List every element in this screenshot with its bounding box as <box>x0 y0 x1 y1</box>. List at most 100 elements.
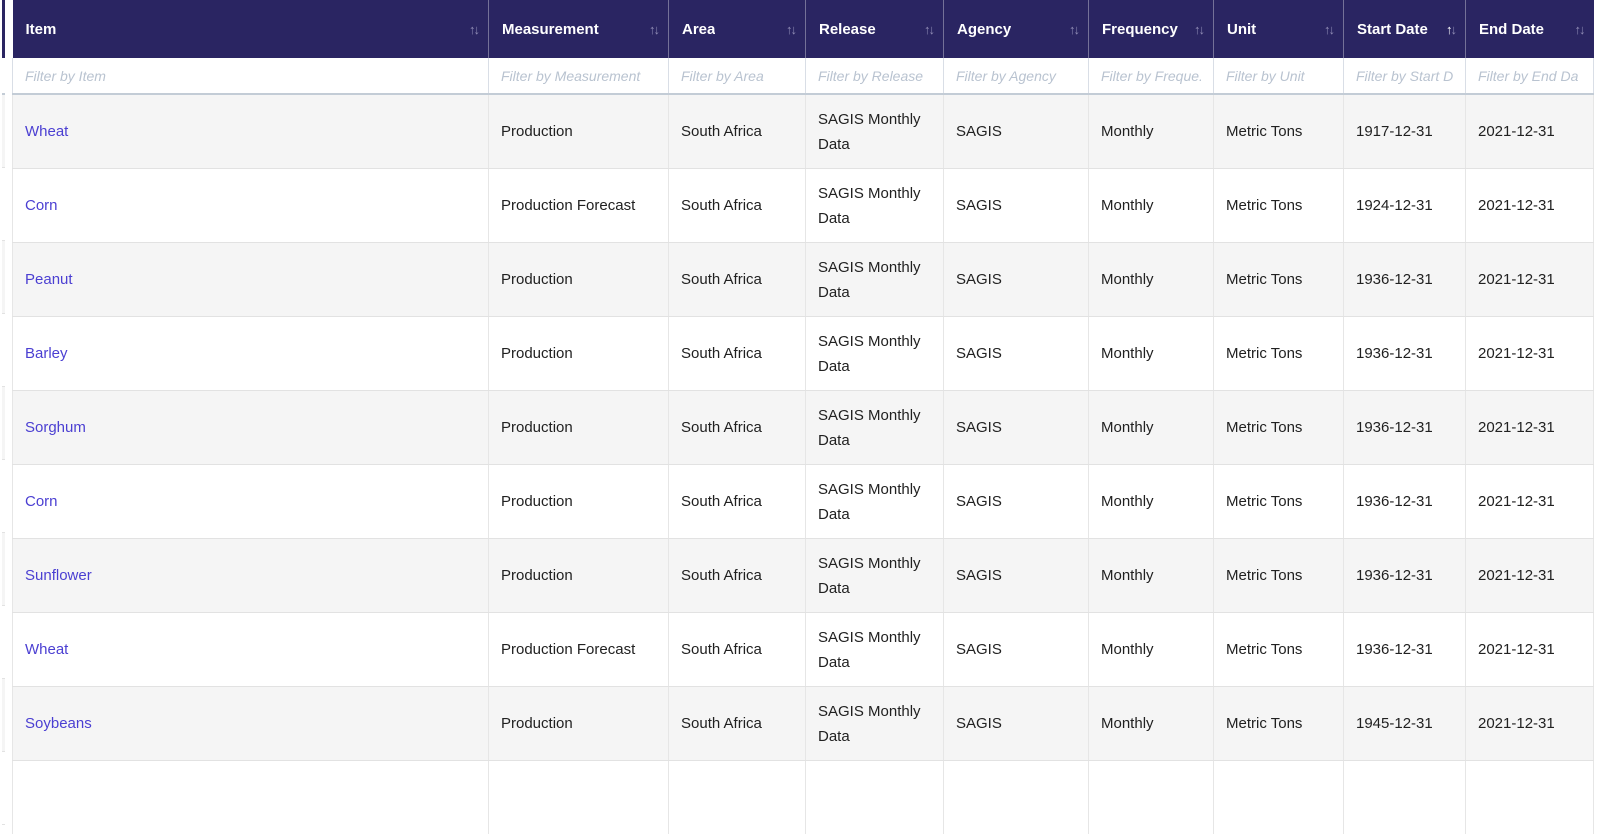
item-link[interactable]: Wheat <box>25 123 68 140</box>
cell-start_date: 1945-12-31 <box>1344 687 1466 761</box>
cell-unit: Metric Tons <box>1214 169 1344 243</box>
item-link[interactable]: Barley <box>25 345 68 362</box>
cell-frequency: Monthly <box>1089 465 1214 539</box>
cell-start_date: 1936-12-31 <box>1344 317 1466 391</box>
column-label-start_date: Start Date <box>1357 21 1428 38</box>
filter-input-agency[interactable] <box>944 58 1088 93</box>
cell-empty <box>669 761 806 834</box>
data-table: Item↑↓Measurement↑↓Area↑↓Release↑↓Agency… <box>12 0 1593 834</box>
cell-end_date: 2021-12-31 <box>1466 613 1594 687</box>
cropped-column-segment <box>2 606 5 678</box>
column-header-unit[interactable]: Unit↑↓ <box>1214 0 1344 58</box>
sort-arrows-icon: ↑↓ <box>649 22 658 37</box>
sort-arrows-icon: ↑↓ <box>1324 22 1333 37</box>
header-row: Item↑↓Measurement↑↓Area↑↓Release↑↓Agency… <box>13 0 1594 58</box>
cell-measurement: Production <box>489 687 669 761</box>
cell-release: SAGIS Monthly Data <box>806 465 944 539</box>
cell-empty <box>489 761 669 834</box>
filter-input-frequency[interactable] <box>1089 58 1213 93</box>
cell-measurement: Production <box>489 94 669 169</box>
cell-agency: SAGIS <box>944 687 1089 761</box>
sort-down-arrow-icon: ↓ <box>1451 22 1456 37</box>
sort-down-arrow-icon: ↓ <box>791 22 796 37</box>
filter-cell-agency <box>944 58 1089 94</box>
filter-input-start_date[interactable] <box>1344 58 1465 93</box>
cell-end_date: 2021-12-31 <box>1466 465 1594 539</box>
cell-measurement: Production <box>489 539 669 613</box>
column-header-agency[interactable]: Agency↑↓ <box>944 0 1089 58</box>
cell-agency: SAGIS <box>944 169 1089 243</box>
cell-item: Sunflower <box>13 539 489 613</box>
item-link[interactable]: Sunflower <box>25 567 92 584</box>
column-header-item[interactable]: Item↑↓ <box>13 0 489 58</box>
sort-arrows-icon: ↑↓ <box>1446 22 1455 37</box>
column-label-end_date: End Date <box>1479 21 1544 38</box>
item-link[interactable]: Soybeans <box>25 715 92 732</box>
item-link[interactable]: Corn <box>25 197 58 214</box>
cell-unit: Metric Tons <box>1214 243 1344 317</box>
cell-item: Peanut <box>13 243 489 317</box>
cell-release: SAGIS Monthly Data <box>806 169 944 243</box>
filter-input-measurement[interactable] <box>489 58 668 93</box>
filter-input-unit[interactable] <box>1214 58 1343 93</box>
cell-item: Wheat <box>13 613 489 687</box>
filter-input-end_date[interactable] <box>1466 58 1593 93</box>
column-header-content: Agency↑↓ <box>957 21 1078 38</box>
filter-cell-start_date <box>1344 58 1466 94</box>
cell-area: South Africa <box>669 613 806 687</box>
cell-start_date: 1936-12-31 <box>1344 613 1466 687</box>
column-header-start_date[interactable]: Start Date ↑↓ <box>1344 0 1466 58</box>
filter-input-release[interactable] <box>806 58 943 93</box>
item-link[interactable]: Wheat <box>25 641 68 658</box>
column-header-content: End Date ↑↓ <box>1479 21 1584 38</box>
filter-input-item[interactable] <box>13 58 488 93</box>
filter-cell-end_date <box>1466 58 1594 94</box>
table-row-partial <box>13 761 1594 834</box>
cell-area: South Africa <box>669 243 806 317</box>
cell-empty <box>1089 761 1214 834</box>
cell-release: SAGIS Monthly Data <box>806 687 944 761</box>
cell-measurement: Production Forecast <box>489 169 669 243</box>
cell-start_date: 1924-12-31 <box>1344 169 1466 243</box>
filter-input-area[interactable] <box>669 58 805 93</box>
cell-end_date: 2021-12-31 <box>1466 317 1594 391</box>
cell-empty <box>944 761 1089 834</box>
filter-cell-frequency <box>1089 58 1214 94</box>
column-header-measurement[interactable]: Measurement↑↓ <box>489 0 669 58</box>
column-header-release[interactable]: Release↑↓ <box>806 0 944 58</box>
cell-end_date: 2021-12-31 <box>1466 94 1594 169</box>
cell-start_date: 1936-12-31 <box>1344 539 1466 613</box>
item-link[interactable]: Sorghum <box>25 419 86 436</box>
column-header-frequency[interactable]: Frequency↑↓ <box>1089 0 1214 58</box>
filter-cell-area <box>669 58 806 94</box>
sort-arrows-icon: ↑↓ <box>1194 22 1203 37</box>
sort-arrows-icon: ↑↓ <box>1575 22 1584 37</box>
cropped-column-segment <box>2 95 5 167</box>
column-header-area[interactable]: Area↑↓ <box>669 0 806 58</box>
cell-end_date: 2021-12-31 <box>1466 243 1594 317</box>
filter-cell-item <box>13 58 489 94</box>
cell-empty <box>1214 761 1344 834</box>
column-header-end_date[interactable]: End Date ↑↓ <box>1466 0 1594 58</box>
cell-frequency: Monthly <box>1089 391 1214 465</box>
sort-down-arrow-icon: ↓ <box>1199 22 1204 37</box>
cell-start_date: 1936-12-31 <box>1344 243 1466 317</box>
cropped-column-segment <box>2 168 5 240</box>
cell-area: South Africa <box>669 169 806 243</box>
item-link[interactable]: Corn <box>25 493 58 510</box>
filter-cell-measurement <box>489 58 669 94</box>
column-label-item: Item <box>26 21 57 38</box>
item-link[interactable]: Peanut <box>25 271 73 288</box>
cell-agency: SAGIS <box>944 391 1089 465</box>
cropped-column-segment <box>2 752 5 824</box>
cell-unit: Metric Tons <box>1214 465 1344 539</box>
cell-unit: Metric Tons <box>1214 687 1344 761</box>
cell-item: Barley <box>13 317 489 391</box>
cell-release: SAGIS Monthly Data <box>806 613 944 687</box>
cell-item: Corn <box>13 169 489 243</box>
column-header-content: Item↑↓ <box>26 21 479 38</box>
